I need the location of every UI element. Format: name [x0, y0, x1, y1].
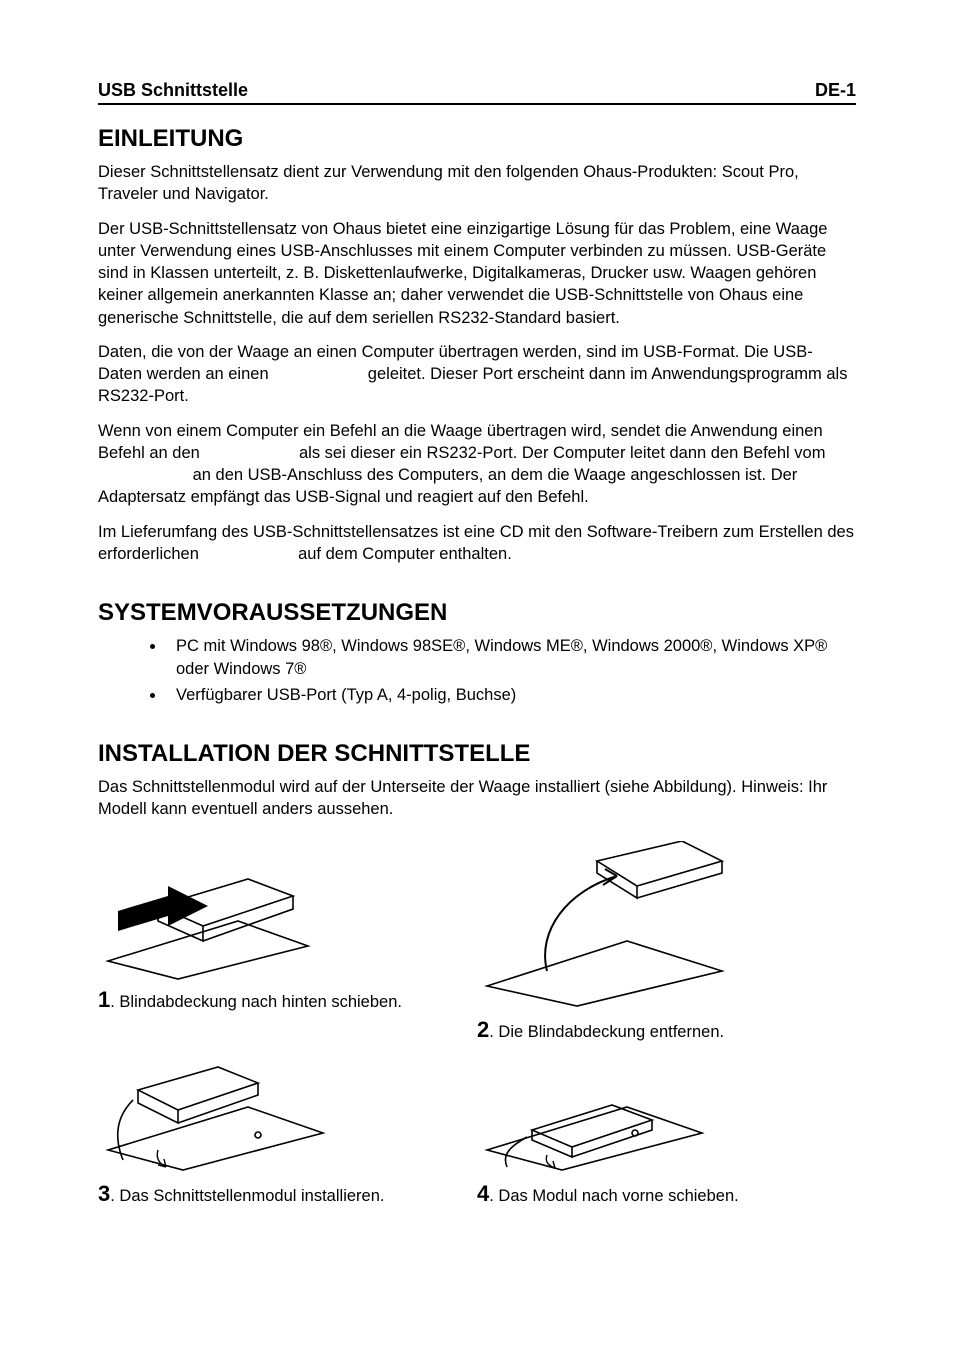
header-left: USB Schnittstelle: [98, 80, 248, 101]
intro-p4c: an den USB-Anschluss des Computers, an d…: [98, 466, 797, 506]
figure-cell-3: 3. Das Schnittstellenmodul installieren.: [98, 1055, 477, 1207]
figure-1-caption: 1. Blindabdeckung nach hinten schieben.: [98, 987, 477, 1013]
figure-3-caption: 3. Das Schnittstellenmodul installieren.: [98, 1181, 477, 1207]
figure-1-text: . Blindabdeckung nach hinten schieben.: [110, 993, 402, 1011]
install-heading: INSTALLATION DER SCHNITTSTELLE: [98, 740, 856, 768]
figure-cell-2: 2. Die Blindabdeckung entfernen.: [477, 841, 856, 1043]
figure-4-num: 4: [477, 1181, 489, 1206]
figure-2-image: [477, 841, 856, 1011]
figure-cell-4: 4. Das Modul nach vorne schieben.: [477, 1055, 856, 1207]
sysreq-item: Verfügbarer USB-Port (Typ A, 4-polig, Bu…: [166, 684, 856, 706]
slide-cover-back-icon: [98, 851, 318, 981]
figure-4-image: [477, 1055, 856, 1175]
figure-3-text: . Das Schnittstellenmodul installieren.: [110, 1187, 384, 1205]
install-module-icon: [98, 1055, 328, 1175]
intro-p3: Daten, die von der Waage an einen Comput…: [98, 341, 856, 408]
intro-p4: Wenn von einem Computer ein Befehl an di…: [98, 420, 856, 509]
intro-p5b: auf dem Computer enthalten.: [293, 545, 511, 563]
figure-4-text: . Das Modul nach vorne schieben.: [489, 1187, 738, 1205]
install-p1: Das Schnittstellenmodul wird auf der Unt…: [98, 776, 856, 821]
intro-p4b: als sei dieser ein RS232-Port. Der Compu…: [294, 444, 825, 462]
intro-p1: Dieser Schnittstellensatz dient zur Verw…: [98, 161, 856, 206]
figure-1-num: 1: [98, 987, 110, 1012]
figure-row-1: 1. Blindabdeckung nach hinten schieben.: [98, 841, 856, 1043]
figure-4-caption: 4. Das Modul nach vorne schieben.: [477, 1181, 856, 1207]
figure-3-image: [98, 1055, 477, 1175]
intro-heading: EINLEITUNG: [98, 125, 856, 153]
figure-1-image: [98, 841, 477, 981]
figure-2-caption: 2. Die Blindabdeckung entfernen.: [477, 1017, 856, 1043]
figure-2-text: . Die Blindabdeckung entfernen.: [489, 1023, 724, 1041]
slide-module-forward-icon: [477, 1055, 707, 1175]
page-header: USB Schnittstelle DE-1: [98, 80, 856, 105]
figure-row-2: 3. Das Schnittstellenmodul installieren.: [98, 1055, 856, 1207]
sysreq-list: PC mit Windows 98®, Windows 98SE®, Windo…: [98, 635, 856, 706]
intro-p5: Im Lieferumfang des USB-Schnittstellensa…: [98, 521, 856, 566]
intro-p2: Der USB-Schnittstellensatz von Ohaus bie…: [98, 218, 856, 329]
figure-2-num: 2: [477, 1017, 489, 1042]
page: USB Schnittstelle DE-1 EINLEITUNG Dieser…: [0, 0, 954, 1352]
figure-3-num: 3: [98, 1181, 110, 1206]
header-right: DE-1: [815, 80, 856, 101]
figure-cell-1: 1. Blindabdeckung nach hinten schieben.: [98, 841, 477, 1043]
sysreq-item: PC mit Windows 98®, Windows 98SE®, Windo…: [166, 635, 856, 680]
remove-cover-icon: [477, 841, 737, 1011]
sysreq-heading: SYSTEMVORAUSSETZUNGEN: [98, 599, 856, 627]
